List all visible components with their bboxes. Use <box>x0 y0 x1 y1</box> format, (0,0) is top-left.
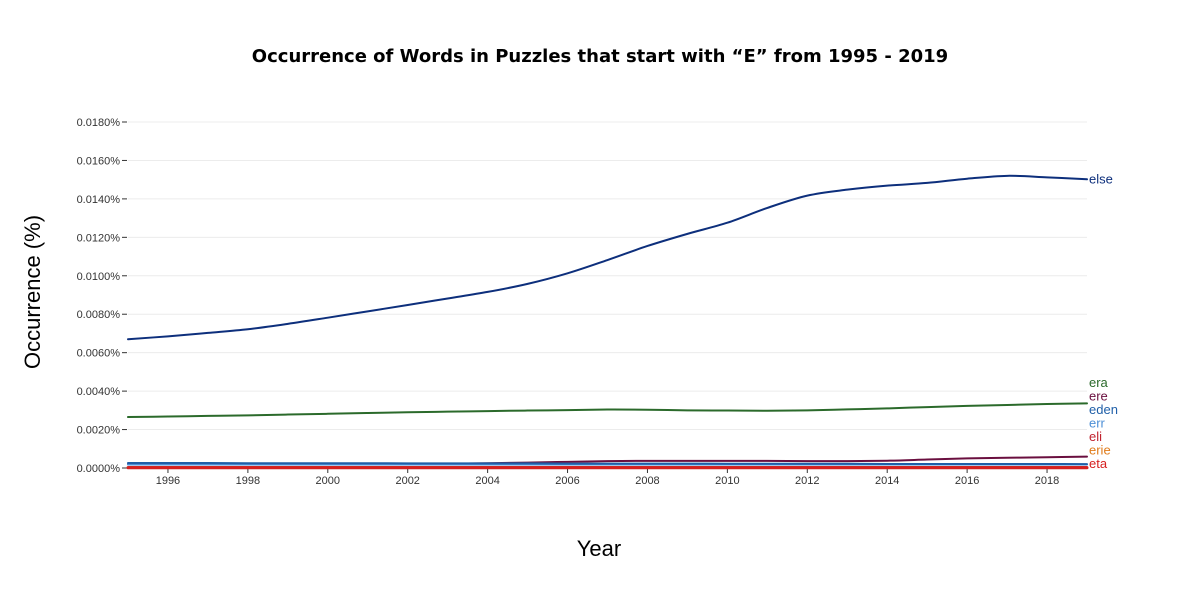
series-line-else <box>127 174 1088 341</box>
x-tick-label: 2000 <box>316 475 340 487</box>
series-label-erie: erie <box>1089 443 1111 458</box>
x-tick-label: 2012 <box>795 475 819 487</box>
x-tick-label: 2010 <box>715 475 739 487</box>
series-label-else: else <box>1089 171 1113 186</box>
y-tick-label: 0.0000% <box>77 463 121 475</box>
x-tick-label: 2016 <box>955 475 979 487</box>
series-label-ere: ere <box>1089 389 1108 404</box>
x-tick-label: 2018 <box>1035 475 1059 487</box>
chart-title: Occurrence of Words in Puzzles that star… <box>252 46 948 67</box>
x-tick-label: 2004 <box>475 475 499 487</box>
series-lines <box>126 174 1089 470</box>
series-label-eli: eli <box>1089 429 1102 444</box>
series-label-err: err <box>1089 416 1106 431</box>
gridlines <box>128 121 1087 431</box>
series-label-era: era <box>1089 375 1109 390</box>
x-tick-label: 2008 <box>635 475 659 487</box>
series-line-eden <box>127 461 1088 466</box>
y-tick-label: 0.0120% <box>77 232 121 244</box>
series-label-eta: eta <box>1089 456 1108 471</box>
x-tick-label: 2006 <box>555 475 579 487</box>
x-tick-label: 1998 <box>236 475 260 487</box>
y-tick-label: 0.0060% <box>77 348 121 360</box>
x-axis: 1996 1998 2000 2002 2004 2006 2008 2010 2012 2014… <box>128 468 1087 487</box>
y-tick-label: 0.0020% <box>77 425 121 437</box>
y-tick-label: 0.0180% <box>77 117 121 129</box>
x-tick-label: 2002 <box>395 475 419 487</box>
series-label-eden: eden <box>1089 402 1118 417</box>
y-axis: 0.0000% 0.0020% 0.0040% 0.0060% 0.0080% 0.010… <box>77 117 127 475</box>
y-tick-label: 0.0040% <box>77 386 121 398</box>
y-tick-label: 0.0140% <box>77 194 121 206</box>
series-line-era <box>127 402 1088 419</box>
x-tick-label: 2014 <box>875 475 899 487</box>
y-tick-label: 0.0100% <box>77 271 121 283</box>
x-axis-title: Year <box>577 536 621 561</box>
x-tick-label: 1996 <box>156 475 180 487</box>
y-tick-label: 0.0080% <box>77 309 121 321</box>
y-tick-label: 0.0160% <box>77 155 121 167</box>
y-axis-title: Occurrence (%) <box>20 215 45 369</box>
